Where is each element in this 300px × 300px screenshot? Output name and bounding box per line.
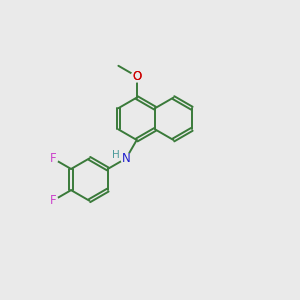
Circle shape: [131, 71, 142, 82]
Text: N: N: [122, 152, 130, 165]
Text: O: O: [132, 70, 141, 83]
Text: F: F: [50, 194, 56, 207]
Circle shape: [121, 153, 131, 164]
Circle shape: [47, 195, 58, 206]
Circle shape: [47, 153, 58, 164]
Circle shape: [131, 71, 142, 82]
Text: H: H: [112, 150, 120, 160]
Text: F: F: [50, 152, 56, 165]
Text: O: O: [132, 70, 141, 83]
